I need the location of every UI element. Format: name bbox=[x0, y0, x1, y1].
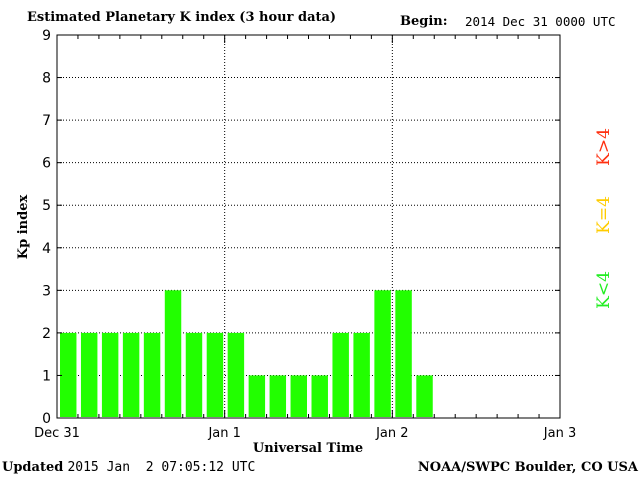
kp-bar bbox=[416, 375, 433, 417]
y-tick-label: 8 bbox=[42, 71, 51, 87]
chart-title: Estimated Planetary K index (3 hour data… bbox=[27, 10, 337, 25]
y-tick-label: 4 bbox=[42, 241, 51, 257]
x-ticks: Dec 31 Jan 1 Jan 2 Jan 3 bbox=[34, 35, 576, 441]
kp-bar bbox=[101, 332, 119, 417]
x-tick-label: Jan 1 bbox=[207, 426, 240, 441]
kp-bar bbox=[185, 332, 203, 417]
kp-bar bbox=[122, 332, 140, 417]
kp-bar bbox=[227, 332, 245, 417]
x-tick-label: Jan 3 bbox=[543, 426, 576, 441]
legend-k-eq4: K=4 bbox=[594, 196, 614, 234]
legend-k-lt4: K<4 bbox=[594, 271, 614, 309]
x-tick-label: Jan 2 bbox=[375, 426, 408, 441]
kp-bar bbox=[353, 332, 370, 417]
updated-value: 2015 Jan 2 07:05:12 UTC bbox=[67, 460, 256, 475]
x-tick-label: Dec 31 bbox=[34, 426, 80, 441]
y-tick-label: 1 bbox=[42, 368, 51, 384]
legend-k-gt4: K>4 bbox=[594, 128, 614, 166]
y-tick-label: 9 bbox=[42, 28, 51, 44]
footer-updated: Updated 2015 Jan 2 07:05:12 UTC bbox=[2, 460, 255, 475]
grid-lines bbox=[57, 35, 560, 418]
x-axis-label: Universal Time bbox=[253, 441, 363, 456]
kp-bar bbox=[80, 332, 98, 417]
kp-bar bbox=[60, 332, 77, 417]
kp-bar bbox=[374, 290, 391, 417]
kp-bar bbox=[143, 332, 161, 417]
updated-label: Updated bbox=[2, 460, 64, 475]
kp-bar bbox=[164, 290, 182, 417]
begin-value: 2014 Dec 31 0000 UTC bbox=[465, 14, 616, 29]
kp-bar bbox=[395, 290, 412, 417]
begin-label: Begin: bbox=[400, 14, 448, 29]
y-tick-label: 6 bbox=[42, 156, 51, 172]
y-tick-label: 7 bbox=[42, 113, 51, 129]
kp-bar bbox=[311, 375, 328, 417]
kp-bar bbox=[206, 332, 224, 417]
bar-series bbox=[60, 290, 433, 417]
y-tick-label: 5 bbox=[42, 198, 51, 214]
y-tick-label: 0 bbox=[42, 411, 51, 427]
kp-bar bbox=[332, 332, 349, 417]
kp-bar bbox=[269, 375, 287, 417]
kp-bar bbox=[248, 375, 266, 417]
y-tick-label: 3 bbox=[42, 283, 51, 299]
kp-bar bbox=[290, 375, 307, 417]
footer-credit: NOAA/SWPC Boulder, CO USA bbox=[417, 460, 638, 475]
y-tick-label: 2 bbox=[42, 326, 51, 342]
y-axis-label: Kp index bbox=[16, 195, 31, 260]
y-ticks: 0 1 2 3 4 5 6 7 8 9 bbox=[42, 28, 560, 427]
